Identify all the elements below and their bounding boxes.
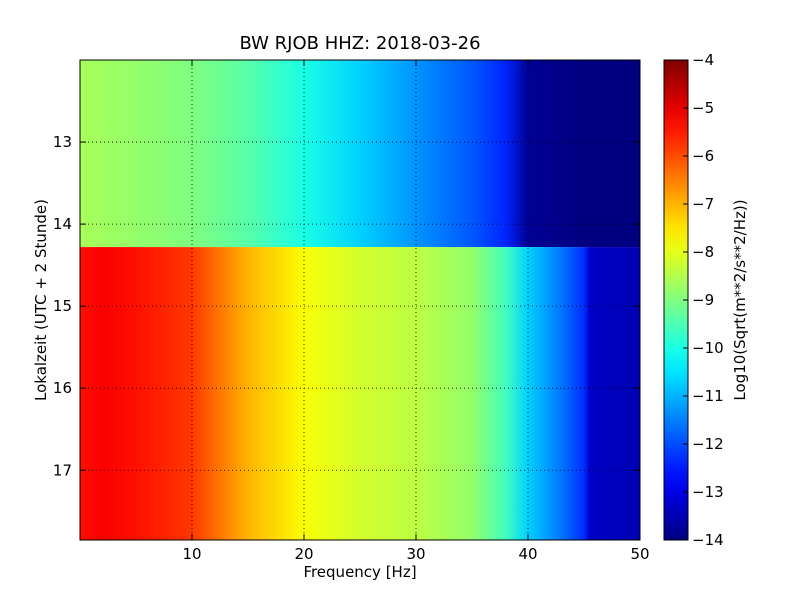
y-tick-label: 13 xyxy=(53,133,72,151)
plot-area xyxy=(80,60,640,540)
plot-frame xyxy=(79,59,641,541)
colorbar-tick-label: −5 xyxy=(692,99,714,117)
y-tick-label: 16 xyxy=(53,379,72,397)
colorbar-tick-label: −13 xyxy=(692,483,724,501)
x-tick-label: 50 xyxy=(630,545,649,563)
y-tick-label: 17 xyxy=(53,461,72,479)
colorbar-tick-label: −4 xyxy=(692,51,714,69)
colorbar-tick-label: −9 xyxy=(692,291,714,309)
x-axis: 10 20 30 40 50 xyxy=(182,60,650,563)
x-axis-label: Frequency [Hz] xyxy=(303,563,416,581)
spectrogram-segment xyxy=(80,247,640,540)
colorbar-label: Log10(Sqrt(m**2/s**2/Hz)) xyxy=(731,199,749,400)
y-tick-label: 14 xyxy=(53,215,72,233)
colorbar-tick-label: −14 xyxy=(692,531,724,549)
spectrogram-segment xyxy=(80,60,640,248)
x-tick-label: 30 xyxy=(406,545,425,563)
colorbar-tick-label: −8 xyxy=(692,243,714,261)
y-axis: 13 14 15 16 17 xyxy=(53,133,640,479)
colorbar-tick-label: −12 xyxy=(692,435,724,453)
colorbar-tick-label: −7 xyxy=(692,195,714,213)
colorbar-axis: −4 −5 −6 −7 −8 −9 −10 −11 −12 −13 −14 xyxy=(683,51,724,549)
x-tick-label: 40 xyxy=(518,545,537,563)
colorbar-tick-label: −10 xyxy=(692,339,724,357)
x-tick-label: 20 xyxy=(294,545,313,563)
x-tick-label: 10 xyxy=(182,545,201,563)
y-tick-label: 15 xyxy=(53,297,72,315)
chart-title: BW RJOB HHZ: 2018-03-26 xyxy=(239,33,480,54)
colorbar-tick-label: −11 xyxy=(692,387,724,405)
y-axis-label: Lokalzeit (UTC + 2 Stunde) xyxy=(32,199,50,401)
grid-lines xyxy=(80,60,640,540)
colorbar-tick-label: −6 xyxy=(692,147,714,165)
